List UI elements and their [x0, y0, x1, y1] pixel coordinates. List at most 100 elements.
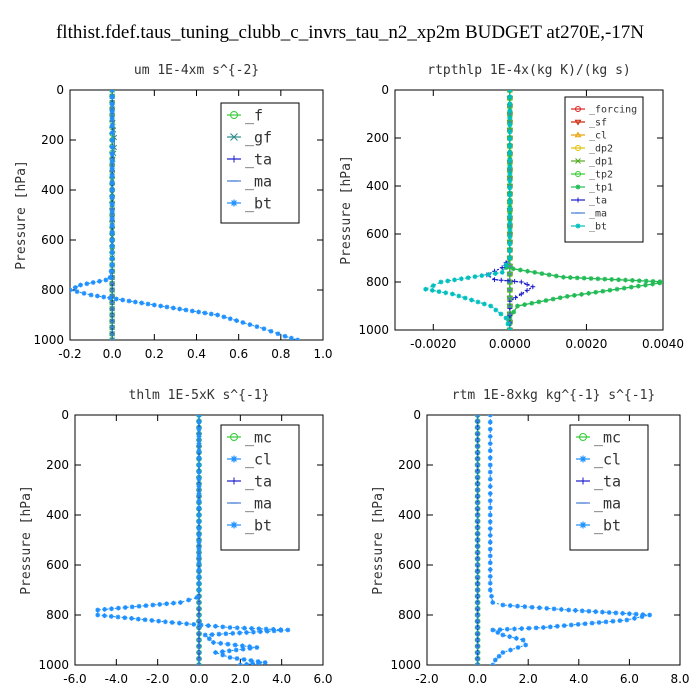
data-point — [109, 201, 115, 207]
x-tick-label: -0.0020 — [410, 337, 456, 351]
data-point — [122, 605, 128, 610]
data-point — [530, 284, 536, 290]
data-point — [74, 289, 80, 295]
data-point — [196, 546, 202, 552]
legend-label: _ma — [245, 172, 272, 190]
data-point — [650, 281, 656, 287]
y-tick-label: 200 — [366, 131, 389, 145]
data-point — [481, 301, 487, 307]
series-bt — [423, 90, 513, 330]
legend-label: _bt — [589, 222, 607, 233]
data-point — [487, 573, 493, 579]
data-point — [487, 546, 493, 552]
data-point — [102, 606, 108, 612]
y-tick-label: 1000 — [38, 658, 69, 672]
x-tick-label: 0.0 — [189, 672, 208, 686]
data-point — [250, 661, 256, 665]
data-point — [78, 282, 83, 288]
legend-label: _gf — [245, 128, 272, 146]
legend-label: _f — [245, 106, 263, 124]
data-point — [507, 94, 513, 100]
data-point — [472, 274, 478, 280]
data-point — [107, 275, 113, 280]
data-point — [178, 600, 183, 605]
data-point — [202, 632, 208, 638]
data-point — [208, 311, 214, 317]
data-point — [636, 278, 642, 284]
data-point — [194, 595, 200, 600]
data-point — [529, 604, 535, 610]
data-point — [567, 275, 573, 280]
data-point — [632, 615, 637, 621]
legend-box — [220, 424, 300, 551]
data-point — [507, 248, 513, 254]
legend-marker — [230, 199, 238, 207]
data-point — [251, 629, 256, 635]
data-point — [264, 628, 270, 634]
data-point — [561, 274, 566, 280]
x-tick-label: 4.0 — [272, 672, 291, 686]
data-point — [213, 650, 218, 655]
data-point — [525, 268, 530, 274]
data-point — [512, 279, 518, 284]
data-point — [544, 605, 550, 611]
data-point — [237, 662, 243, 665]
data-point — [198, 622, 204, 628]
data-point — [196, 519, 202, 525]
data-point — [109, 337, 115, 340]
data-point — [211, 640, 216, 645]
data-point — [443, 290, 449, 296]
data-point — [196, 455, 202, 461]
data-point — [522, 302, 528, 308]
data-point — [497, 627, 503, 633]
data-point — [588, 276, 594, 281]
data-point — [495, 630, 501, 635]
panel-um: um 1E-4xm s^{-2} Pressure [hPa] -0.2 0.0 0.2… — [14, 63, 333, 361]
data-point — [487, 567, 493, 572]
data-point — [546, 272, 552, 278]
data-point — [254, 324, 260, 330]
data-point — [610, 618, 616, 624]
data-point — [196, 441, 202, 446]
legend-marker — [574, 131, 582, 138]
legend-label: _tp1 — [589, 183, 613, 194]
data-point — [593, 609, 599, 615]
data-point — [657, 280, 663, 286]
data-point — [507, 101, 513, 107]
data-point — [499, 270, 505, 275]
data-point — [88, 292, 94, 298]
data-point — [507, 129, 513, 135]
data-point — [196, 448, 202, 454]
data-point — [507, 211, 513, 216]
legend-label: _ta — [245, 472, 272, 490]
data-point — [164, 304, 170, 310]
data-point — [196, 415, 202, 418]
data-point — [543, 298, 549, 303]
data-point — [487, 533, 493, 538]
data-point — [487, 505, 493, 511]
y-axis-label: Pressure [hPa] — [371, 485, 386, 595]
data-point — [487, 519, 493, 525]
series-bt — [70, 90, 301, 340]
data-point — [249, 626, 255, 631]
data-point — [191, 621, 197, 627]
data-point — [507, 603, 513, 608]
data-point — [490, 662, 496, 665]
data-point — [536, 299, 542, 305]
data-point — [202, 310, 208, 316]
x-tick-label: 0.2 — [145, 347, 164, 361]
data-point — [515, 603, 520, 609]
y-tick-label: 400 — [41, 183, 64, 197]
data-point — [196, 587, 202, 593]
data-point — [109, 233, 115, 240]
data-point — [616, 277, 621, 283]
data-point — [225, 641, 231, 647]
data-point — [220, 624, 226, 630]
data-point — [109, 243, 115, 249]
data-point — [436, 289, 442, 294]
data-point — [107, 295, 113, 301]
data-point — [143, 603, 149, 609]
data-point — [244, 661, 249, 665]
data-point — [109, 123, 115, 129]
